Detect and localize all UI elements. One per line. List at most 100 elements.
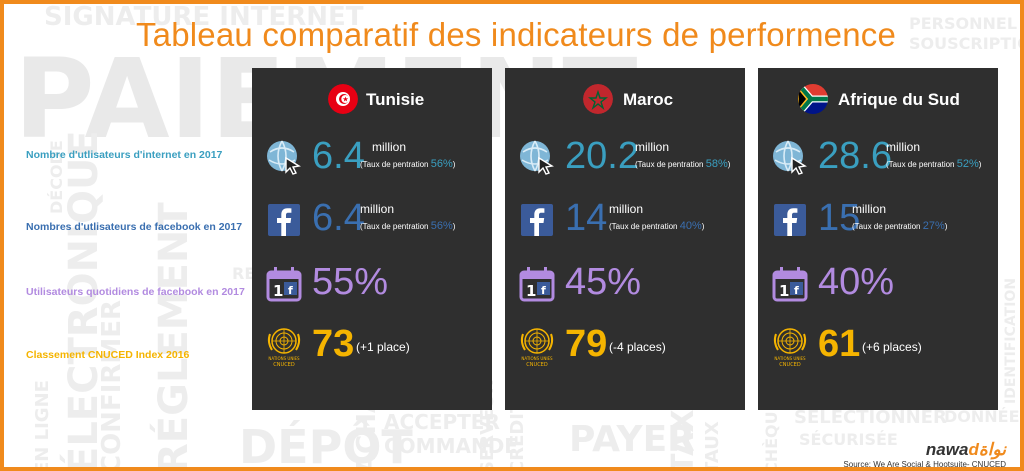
facebook-icon [264, 200, 304, 240]
daily-facebook-value: 55% [312, 261, 389, 303]
row-label-cnuced-ranking: Classement CNUCED Index 2016 [26, 349, 190, 361]
facebook-users-value: 14 [565, 197, 608, 239]
rate-value: 27% [922, 220, 945, 232]
country-name: Tunisie [366, 90, 425, 109]
rate-label: (Taux de pentration [609, 222, 680, 231]
metric-internet-users: 6.4 million (Taux de pentration 56%) [252, 134, 492, 184]
metric-cnuced-ranking: NATIONS UNIES CNUCED 61 (+6 places) [758, 322, 998, 372]
watermark-word: ÉLECTRONIQUE [61, 130, 107, 467]
rate-value: 58% [705, 158, 728, 170]
morocco-flag-icon [583, 84, 613, 114]
metric-facebook-users: 15 million (Taux de pentration 27%) [758, 196, 998, 246]
watermark-word: CONFIRMER [97, 299, 127, 467]
metric-internet-users: 20.2 million (Taux de pentration 58%) [505, 134, 745, 184]
rate-value: 56% [430, 158, 453, 170]
penetration-rate: (Taux de pentration 27%) [852, 220, 948, 232]
penetration-rate: (Taux de pentration 56%) [360, 220, 456, 232]
country-card-south-africa: Afrique du Sud 28.6 million (Taux de pen… [758, 68, 998, 410]
daily-facebook-value: 45% [565, 261, 642, 303]
svg-text:CNUCED: CNUCED [779, 362, 801, 368]
internet-users-value: 6.4 [312, 135, 365, 177]
svg-text:NATIONS UNIES: NATIONS UNIES [774, 356, 806, 361]
metric-facebook-users: 6.4 million (Taux de pentration 56%) [252, 196, 492, 246]
facebook-icon [770, 200, 810, 240]
country-card-morocco: Maroc 20.2 million (Taux de pentration 5… [505, 68, 745, 410]
nawaat-logo: nawadنواة [926, 440, 1006, 460]
penetration-rate: (Taux de pentration 56%) [360, 158, 456, 170]
unit-million: million [635, 140, 670, 154]
metric-internet-users: 28.6 million (Taux de pentration 52%) [758, 134, 998, 184]
internet-users-value: 28.6 [818, 135, 892, 177]
penetration-rate: (Taux de pentration 40%) [609, 220, 705, 232]
watermark-word: RÉGLEMENT [151, 202, 197, 467]
facebook-users-value: 6.4 [312, 197, 365, 239]
watermark-word: DÉPÔT [239, 420, 413, 467]
un-emblem-icon: NATIONS UNIES CNUCED [264, 326, 304, 368]
svg-text:f: f [794, 284, 799, 297]
globe-cursor-icon [264, 138, 304, 178]
rate-value: 56% [430, 220, 453, 232]
south-africa-flag-icon [798, 84, 828, 114]
globe-cursor-icon [770, 138, 810, 178]
watermark-word: PAYER [569, 419, 695, 460]
un-emblem-icon: NATIONS UNIES CNUCED [517, 326, 557, 368]
ranking-change: (+6 places) [862, 340, 922, 354]
rate-value: 40% [679, 220, 702, 232]
metric-cnuced-ranking: NATIONS UNIES CNUCED 79 (-4 places) [505, 322, 745, 372]
source-credit: Source: We Are Social & Hootsuite- CNUCE… [843, 460, 1006, 469]
watermark-word: ACCEPTER [384, 410, 500, 434]
unit-million: million [609, 202, 644, 216]
unit-million: million [852, 202, 887, 216]
country-name: Afrique du Sud [838, 90, 960, 109]
watermark-word: SÉLECTIONNER [794, 407, 947, 428]
row-label-facebook-users: Nombres d'utlisateurs de facebook en 201… [26, 221, 243, 233]
rate-label: (Taux de pentration [360, 160, 431, 169]
watermark-word: IDENTIFICATION [1003, 277, 1019, 404]
country-name: Maroc [623, 90, 674, 109]
ranking-value: 73 [312, 323, 355, 365]
svg-text:NATIONS UNIES: NATIONS UNIES [268, 356, 300, 361]
facebook-users-value: 15 [818, 197, 861, 239]
rate-value: 52% [956, 158, 979, 170]
metric-cnuced-ranking: NATIONS UNIES CNUCED 73 (+1 place) [252, 322, 492, 372]
ranking-change: (-4 places) [609, 340, 666, 354]
card-header: Afrique du Sud [758, 84, 998, 124]
unit-million: million [372, 140, 407, 154]
page-title: Tableau comparatif des indicateurs de pe… [135, 16, 897, 53]
logo-accent-text: dنواة [968, 440, 1006, 459]
rate-label: (Taux de pentration [360, 222, 431, 231]
metric-facebook-users: 14 million (Taux de pentration 40%) [505, 196, 745, 246]
row-label-daily-facebook: Utilisateurs quotidiens de facebook en 2… [26, 286, 245, 298]
card-header: Maroc [505, 84, 745, 124]
rate-label: (Taux de pentration [635, 160, 706, 169]
penetration-rate: (Taux de pentration 58%) [635, 158, 731, 170]
watermark-word: COMMANDE [384, 434, 518, 458]
svg-text:f: f [288, 284, 293, 297]
svg-text:CNUCED: CNUCED [526, 362, 548, 368]
svg-text:1: 1 [779, 282, 789, 300]
internet-users-value: 20.2 [565, 135, 639, 177]
watermark-word: EN LIGNE [32, 380, 53, 467]
unit-million: million [360, 202, 395, 216]
watermark-word: CRÉDIT [507, 400, 528, 467]
svg-text:1: 1 [526, 282, 536, 300]
svg-text:CNUCED: CNUCED [273, 362, 295, 368]
globe-cursor-icon [517, 138, 557, 178]
unit-million: million [886, 140, 921, 154]
watermark-word: CHÈQUE [762, 400, 781, 467]
watermark-word: TAUX [702, 421, 723, 467]
logo-text: nawa [925, 440, 969, 459]
watermark-word: DONNÉES [944, 407, 1020, 426]
un-emblem-icon: NATIONS UNIES CNUCED [770, 326, 810, 368]
ranking-value: 61 [818, 323, 861, 365]
svg-text:f: f [541, 284, 546, 297]
svg-text:1: 1 [273, 282, 283, 300]
rate-label: (Taux de pentration [852, 222, 923, 231]
ranking-value: 79 [565, 323, 608, 365]
